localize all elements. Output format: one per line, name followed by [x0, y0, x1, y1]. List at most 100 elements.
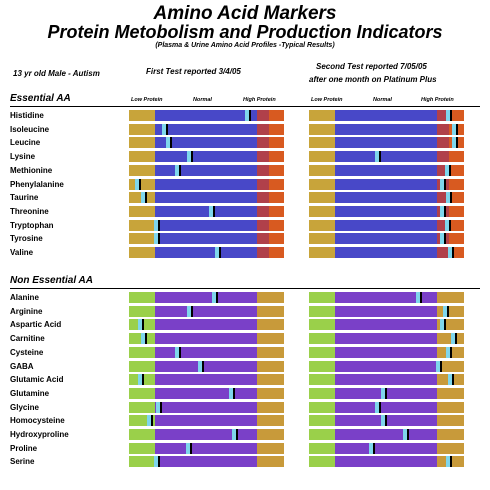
second-test-bar-glutamine — [309, 387, 464, 399]
row-label-cysteine: Cysteine — [10, 347, 44, 357]
second-test-marker-hydroxyproline — [403, 429, 409, 440]
second-test-marker-methionine — [445, 164, 451, 176]
row-label-histidine: Histidine — [10, 111, 44, 120]
first-test-bar-tryptophan — [129, 219, 284, 231]
first-test-marker-threonine — [209, 205, 215, 217]
row-label-tryptophan: Tryptophan — [10, 220, 54, 230]
first-test-marker-glutamic-acid — [138, 374, 144, 386]
second-test-bar-cysteine — [309, 346, 464, 358]
first-test-bar-proline — [129, 442, 284, 454]
second-test-bar-isoleucine — [309, 123, 464, 135]
first-test-marker-alanine — [212, 292, 218, 303]
first-test-label: First Test reported 3/4/05 — [146, 67, 241, 76]
row-label-serine: Serine — [10, 457, 35, 467]
first-test-bar-aspartic-acid — [129, 319, 284, 331]
first-test-bar-gaba — [129, 360, 284, 372]
first-test-marker-lysine — [187, 151, 193, 163]
row-label-carnitine: Carnitine — [10, 334, 45, 344]
first-test-bar-cysteine — [129, 346, 284, 358]
second-test-marker-lysine — [375, 151, 381, 163]
second-test-marker-arginine — [443, 305, 449, 317]
second-test-marker-glutamic-acid — [448, 374, 454, 386]
second-test-bar-tyrosine — [309, 233, 464, 245]
row-label-taurine: Taurine — [10, 193, 39, 203]
first-test-bar-lysine — [129, 151, 284, 163]
second-test-bar-arginine — [309, 305, 464, 317]
second-test-bar-carnitine — [309, 333, 464, 345]
first-test-bar-glutamine — [129, 387, 284, 399]
first-test-marker-tyrosine — [154, 233, 160, 245]
first-test-bar-phenylalanine — [129, 178, 284, 190]
second-test-marker-proline — [369, 442, 375, 454]
second-test-marker-phenylalanine — [440, 178, 446, 190]
second-test-bar-hydroxyproline — [309, 429, 464, 440]
row-label-tyrosine: Tyrosine — [10, 234, 43, 244]
row-label-aspartic-acid: Aspartic Acid — [10, 320, 62, 330]
first-test-bar-hydroxyproline — [129, 429, 284, 440]
first-test-marker-taurine — [141, 192, 147, 204]
first-test-bar-tyrosine — [129, 233, 284, 245]
second-test-bar-alanine — [309, 292, 464, 303]
row-label-glutamine: Glutamine — [10, 388, 50, 398]
row-label-glycine: Glycine — [10, 402, 39, 412]
row-label-homocysteine: Homocysteine — [10, 416, 65, 426]
first-test-bar-glutamic-acid — [129, 374, 284, 386]
first-test-marker-gaba — [198, 360, 204, 372]
first-test-marker-phenylalanine — [135, 178, 141, 190]
scale-normal-label-2: Normal — [373, 97, 392, 103]
row-label-gaba: GABA — [10, 361, 34, 371]
second-test-bar-serine — [309, 456, 464, 468]
scale-high-label-1: High Protein — [243, 97, 276, 103]
chart-note: (Plasma & Urine Amino Acid Profiles -Typ… — [155, 42, 335, 49]
second-test-marker-carnitine — [451, 333, 457, 345]
nonessential-divider — [10, 288, 480, 289]
row-label-valine: Valine — [10, 248, 34, 257]
second-test-bar-homocysteine — [309, 415, 464, 427]
second-test-marker-glycine — [375, 401, 381, 413]
first-test-marker-hydroxyproline — [232, 429, 238, 440]
first-test-bar-methionine — [129, 164, 284, 176]
first-test-bar-taurine — [129, 192, 284, 204]
first-test-marker-homocysteine — [147, 415, 153, 427]
second-test-bar-valine — [309, 247, 464, 258]
scale-high-label-2: High Protein — [421, 97, 454, 103]
essential-section-title: Essential AA — [10, 93, 71, 104]
row-label-isoleucine: Isoleucine — [10, 124, 50, 134]
second-test-bar-taurine — [309, 192, 464, 204]
row-label-methionine: Methionine — [10, 165, 53, 175]
scale-normal-label-1: Normal — [193, 97, 212, 103]
chart-subtitle: Protein Metobolism and Production Indica… — [47, 22, 443, 42]
second-test-bar-aspartic-acid — [309, 319, 464, 331]
second-test-bar-histidine — [309, 110, 464, 121]
first-test-marker-cysteine — [175, 346, 181, 358]
first-test-bar-carnitine — [129, 333, 284, 345]
second-test-marker-glutamine — [381, 387, 387, 399]
second-test-marker-isoleucine — [452, 123, 458, 135]
essential-divider — [10, 106, 480, 107]
first-test-marker-serine — [154, 456, 160, 468]
second-test-marker-valine — [448, 247, 454, 258]
first-test-marker-histidine — [245, 110, 251, 121]
first-test-bar-homocysteine — [129, 415, 284, 427]
second-test-bar-lysine — [309, 151, 464, 163]
row-label-alanine: Alanine — [10, 293, 39, 302]
first-test-marker-aspartic-acid — [138, 319, 144, 331]
second-test-marker-taurine — [446, 192, 452, 204]
first-test-bar-leucine — [129, 137, 284, 149]
row-label-proline: Proline — [10, 443, 38, 453]
scale-low-label-2: Low Protein — [311, 97, 343, 103]
second-test-bar-phenylalanine — [309, 178, 464, 190]
row-label-lysine: Lysine — [10, 152, 36, 162]
first-test-marker-proline — [186, 442, 192, 454]
second-test-bar-proline — [309, 442, 464, 454]
row-label-leucine: Leucine — [10, 138, 41, 148]
second-test-label: Second Test reported 7/05/05 — [316, 62, 427, 71]
first-test-marker-glutamine — [229, 387, 235, 399]
row-label-phenylalanine: Phenylalanine — [10, 179, 64, 189]
first-test-bar-isoleucine — [129, 123, 284, 135]
scale-low-label-1: Low Protein — [131, 97, 163, 103]
first-test-bar-alanine — [129, 292, 284, 303]
row-label-hydroxyproline: Hydroxyproline — [10, 430, 69, 439]
first-test-bar-arginine — [129, 305, 284, 317]
first-test-bar-serine — [129, 456, 284, 468]
